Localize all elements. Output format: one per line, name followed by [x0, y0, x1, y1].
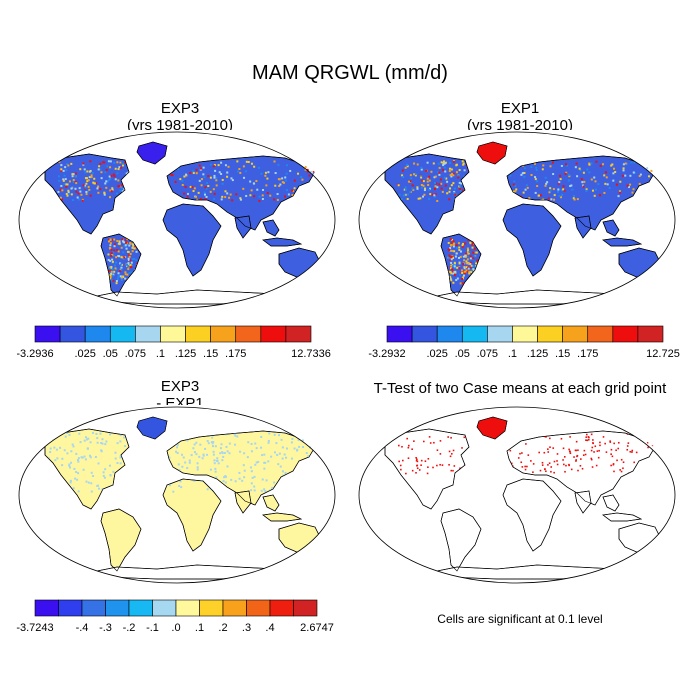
map-exp1 [357, 130, 677, 310]
colorbar-label: -.2 [123, 622, 136, 634]
colorbar-swatch [128, 599, 153, 617]
figure-title: MAM QRGWL (mm/d) [252, 62, 448, 84]
colorbar-swatch [487, 325, 513, 343]
colorbar-swatch [436, 325, 463, 343]
map-border [18, 406, 336, 584]
panel-title-ttest: T-Test of two Case means at each grid po… [350, 380, 690, 397]
colorbar-label: .1 [195, 622, 204, 634]
colorbar-swatch [175, 599, 200, 617]
panel-title-line: EXP1 [500, 100, 540, 117]
colorbar-swatch [537, 325, 563, 343]
colorbar-swatch [58, 599, 83, 617]
colorbar-diff: -3.7243 -.4 -.3 -.2 -.1 .0 .1 .2 .3 .4 2.6747 [16, 599, 334, 634]
colorbar-swatch [411, 325, 438, 343]
map-border [358, 131, 676, 309]
colorbar-label: .075 [477, 348, 498, 360]
colorbar-label: .15 [203, 348, 218, 360]
colorbar-label: .05 [103, 348, 118, 360]
colorbar-label: .025 [426, 348, 447, 360]
colorbar-swatch [105, 599, 130, 617]
panel-title-line: EXP3 [160, 378, 200, 395]
colorbar-swatch [260, 325, 287, 343]
colorbar-swatch [109, 325, 136, 343]
colorbar-label: .075 [125, 348, 146, 360]
panel-title-line: EXP3 [160, 100, 200, 117]
colorbar-swatch [34, 599, 59, 617]
map-diff [17, 405, 337, 585]
colorbar-label: .125 [175, 348, 196, 360]
colorbar-swatch [235, 325, 262, 343]
panel-title-line: T-Test of two Case means at each grid po… [373, 380, 667, 397]
colorbar-label: 2.6747 [300, 622, 334, 634]
colorbar-label: -3.2932 [368, 348, 405, 360]
colorbar-swatch [461, 325, 488, 343]
colorbar-label: -3.7243 [16, 622, 53, 634]
colorbar-swatch [386, 325, 413, 343]
colorbar-label: -.4 [76, 622, 89, 634]
panel-title-exp3: EXP3 (yrs 1981-2010) [30, 100, 330, 134]
colorbar-exp3: -3.2936 .025 .05 .075 .1 .125 .15 .175 12.7336 [17, 325, 331, 360]
colorbar-swatch [81, 599, 106, 617]
colorbar-label: .1 [156, 348, 165, 360]
panel-title-line: (yrs 1981-2010) [467, 117, 573, 134]
colorbar-swatch [160, 325, 186, 343]
colorbar-swatch [199, 599, 224, 617]
colorbar-swatch [246, 599, 271, 617]
colorbar-exp1: -3.2932 .025 .05 .075 .1 .125 .15 .175 12.725 [368, 325, 680, 360]
colorbar-label: 12.7336 [291, 348, 331, 360]
colorbar-swatch [84, 325, 111, 343]
colorbar-label: .0 [171, 622, 180, 634]
colorbar-swatch [587, 325, 614, 343]
colorbar-label: .025 [74, 348, 95, 360]
map-border [18, 131, 336, 309]
colorbar-label: .05 [455, 348, 470, 360]
significance-note: Cells are significant at 0.1 level [437, 612, 603, 626]
colorbar-swatch [222, 599, 247, 617]
colorbar-swatch [562, 325, 589, 343]
colorbar-label: -3.2936 [17, 348, 54, 360]
colorbar-label: .175 [577, 348, 598, 360]
map-border [358, 406, 676, 584]
colorbar-swatch [152, 599, 177, 617]
colorbar-label: 12.725 [646, 348, 680, 360]
colorbar-swatch [185, 325, 211, 343]
colorbar-label: .1 [508, 348, 517, 360]
map-ttest [357, 405, 677, 585]
colorbar-swatch [34, 325, 61, 343]
colorbar-swatch [293, 599, 318, 617]
colorbar-swatch [59, 325, 86, 343]
colorbar-label: -.1 [146, 622, 159, 634]
map-exp3 [17, 130, 337, 310]
colorbar-label: .4 [265, 622, 274, 634]
colorbar-label: -.3 [99, 622, 112, 634]
panel-title-exp1: EXP1 (yrs 1981-2010) [370, 100, 670, 134]
colorbar-swatch [135, 325, 161, 343]
panel-title-line: (yrs 1981-2010) [127, 117, 233, 134]
colorbar-swatch [612, 325, 639, 343]
colorbar-swatch [210, 325, 237, 343]
colorbar-label: .15 [555, 348, 570, 360]
colorbar-swatch [637, 325, 664, 343]
colorbar-swatch [269, 599, 294, 617]
colorbar-swatch [512, 325, 538, 343]
colorbar-swatch [285, 325, 312, 343]
colorbar-label: .125 [527, 348, 548, 360]
colorbar-label: .2 [218, 622, 227, 634]
colorbar-label: .175 [225, 348, 246, 360]
colorbar-label: .3 [242, 622, 251, 634]
